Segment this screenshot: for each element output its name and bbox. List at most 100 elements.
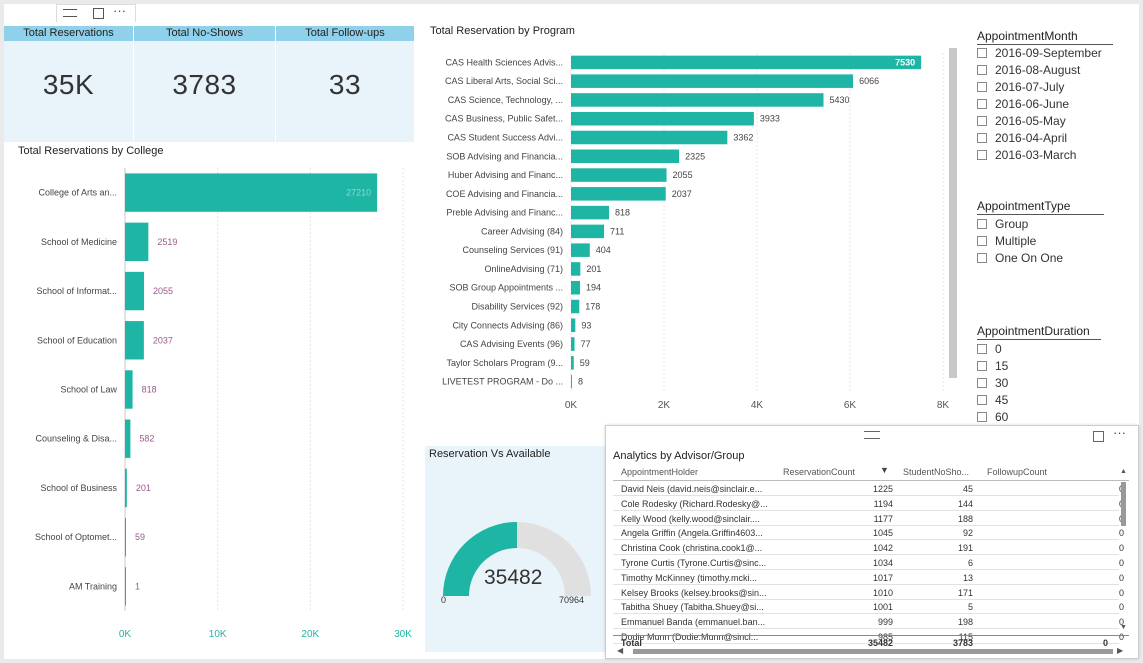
checkbox-icon[interactable]: [977, 395, 987, 405]
slicer-type-item[interactable]: One On One: [977, 251, 1063, 265]
program-bar[interactable]: [571, 130, 728, 145]
program-bar[interactable]: [571, 55, 922, 70]
more-options-icon[interactable]: ···: [113, 3, 126, 18]
slicer-month-item[interactable]: 2016-07-July: [977, 80, 1064, 94]
checkbox-icon[interactable]: [977, 133, 987, 143]
college-bar[interactable]: [125, 173, 378, 212]
college-bar[interactable]: [125, 419, 131, 458]
program-bar[interactable]: [571, 262, 581, 276]
college-bar[interactable]: [125, 517, 126, 557]
college-bar[interactable]: [125, 271, 145, 311]
program-bar[interactable]: [571, 168, 667, 182]
program-bar[interactable]: [571, 187, 666, 201]
slicer-duration-item[interactable]: 15: [977, 359, 1008, 373]
program-bar[interactable]: [571, 280, 581, 295]
kpi-card-total-reservations[interactable]: Total Reservations 35K: [4, 26, 133, 142]
checkbox-icon[interactable]: [977, 253, 987, 263]
program-bar[interactable]: [571, 149, 680, 164]
checkbox-icon[interactable]: [977, 65, 987, 75]
program-bar[interactable]: [571, 243, 590, 257]
checkbox-icon[interactable]: [977, 219, 987, 229]
checkbox-icon[interactable]: [977, 82, 987, 92]
slicer-month-item[interactable]: 2016-05-May: [977, 114, 1066, 128]
table-row[interactable]: Cole Rodesky (Richard.Rodesky@... 1194 144…: [613, 497, 1124, 511]
kpi-card-total-no-shows[interactable]: Total No-Shows 3783: [134, 26, 275, 142]
program-bar[interactable]: [571, 337, 575, 351]
table-focus-mode-icon[interactable]: [1093, 431, 1104, 442]
scroll-right-icon[interactable]: ▶: [1117, 646, 1124, 655]
table-header-noshows[interactable]: StudentNoSho...: [903, 467, 970, 477]
program-bar[interactable]: [571, 74, 854, 88]
slicer-duration-item[interactable]: 60: [977, 410, 1008, 424]
program-data-label: 77: [581, 339, 591, 349]
scroll-up-icon[interactable]: ▲: [1120, 468, 1127, 475]
table-drag-handle-icon[interactable]: [864, 431, 880, 439]
table-row[interactable]: David Neis (david.neis@sinclair.e... 1225…: [613, 482, 1124, 496]
program-bar[interactable]: [571, 224, 605, 239]
slicer-type-item[interactable]: Multiple: [977, 234, 1036, 248]
college-bar[interactable]: [125, 567, 126, 606]
drag-handle-icon[interactable]: [63, 9, 77, 17]
program-bar[interactable]: [571, 299, 580, 314]
table-row[interactable]: Timothy McKinney (timothy.mcki... 1017 13 0: [613, 571, 1124, 585]
table-header-reservations[interactable]: ReservationCount: [783, 467, 856, 477]
program-bar[interactable]: [571, 111, 754, 126]
college-bar-chart[interactable]: 0K 10K 20K 30K College of Arts an... 27210 Sch…: [4, 4, 424, 659]
slicer-month-item[interactable]: 2016-09-September: [977, 46, 1102, 60]
table-row[interactable]: Kelly Wood (kelly.wood@sinclair.... 1177 1…: [613, 512, 1124, 526]
slicer-type-item[interactable]: Group: [977, 217, 1028, 231]
checkbox-icon[interactable]: [977, 150, 987, 160]
focus-mode-icon[interactable]: [93, 8, 104, 19]
table-row[interactable]: Tabitha Shuey (Tabitha.Shuey@si... 1001 5 0: [613, 600, 1124, 615]
table-row[interactable]: Christina Cook (christina.cook1@... 1042 1…: [613, 541, 1124, 556]
slicer-duration-item-label: 0: [995, 342, 1002, 356]
table-row[interactable]: Emmanuel Banda (emmanuel.ban... 999 198 0: [613, 615, 1124, 630]
checkbox-icon[interactable]: [977, 48, 987, 58]
program-bar-chart[interactable]: 0K 2K 4K 6K 8K CAS Health Sciences Advis... 75…: [4, 4, 964, 424]
college-category-label: School of Education: [37, 335, 117, 345]
college-bar[interactable]: [125, 370, 133, 409]
slicer-month-item[interactable]: 2016-08-August: [977, 63, 1080, 77]
scroll-left-icon[interactable]: ◀: [617, 646, 624, 655]
slicer-duration-item[interactable]: 0: [977, 342, 1002, 356]
college-bar[interactable]: [125, 222, 149, 262]
table-row[interactable]: Dodie Munn (Dodie.Munn@sincl... 985 115 0: [613, 630, 1124, 644]
checkbox-icon[interactable]: [977, 99, 987, 109]
checkbox-icon[interactable]: [977, 344, 987, 354]
slicer-type-title: AppointmentType: [977, 199, 1104, 215]
program-bar[interactable]: [571, 93, 824, 107]
kpi-card-total-follow-ups[interactable]: Total Follow-ups 33: [276, 26, 414, 142]
table-visual[interactable]: [605, 425, 1139, 659]
program-bar[interactable]: [571, 205, 610, 220]
checkbox-icon[interactable]: [977, 236, 987, 246]
table-header-holder[interactable]: AppointmentHolder: [621, 467, 699, 477]
slicer-month-item[interactable]: 2016-03-March: [977, 148, 1076, 162]
checkbox-icon[interactable]: [977, 361, 987, 371]
table-row[interactable]: Angela Griffin (Angela.Griffin4603... 104…: [613, 526, 1124, 541]
table-header-followups[interactable]: FollowupCount: [987, 467, 1048, 477]
table-horizontal-scrollbar[interactable]: [633, 649, 1113, 654]
program-bar[interactable]: [571, 374, 572, 389]
checkbox-icon[interactable]: [977, 116, 987, 126]
slicer-duration-item[interactable]: 30: [977, 376, 1008, 390]
slicer-month-item[interactable]: 2016-06-June: [977, 97, 1069, 111]
slicer-month-item[interactable]: 2016-04-April: [977, 131, 1067, 145]
college-bar[interactable]: [125, 321, 144, 360]
table-vertical-scrollbar[interactable]: [1121, 482, 1126, 526]
scroll-down-icon[interactable]: ▼: [1120, 624, 1127, 631]
college-x-tick-label: 20K: [301, 629, 319, 640]
program-chart-scrollbar[interactable]: [949, 48, 957, 378]
sort-descending-icon[interactable]: ▼: [880, 465, 889, 475]
program-bar[interactable]: [571, 356, 574, 370]
checkbox-icon[interactable]: [977, 378, 987, 388]
college-category-label: School of Medicine: [41, 237, 117, 247]
college-bar[interactable]: [125, 468, 127, 508]
gauge-panel[interactable]: [425, 446, 605, 652]
checkbox-icon[interactable]: [977, 412, 987, 422]
table-row[interactable]: Kelsey Brooks (kelsey.brooks@sin... 1010 1…: [613, 586, 1124, 600]
kpi-card-label: Total No-Shows: [134, 26, 275, 41]
slicer-duration-item[interactable]: 45: [977, 393, 1008, 407]
program-bar[interactable]: [571, 318, 576, 333]
table-more-options-icon[interactable]: ···: [1113, 425, 1126, 440]
table-row[interactable]: Tyrone Curtis (Tyrone.Curtis@sinc... 1034…: [613, 556, 1124, 570]
